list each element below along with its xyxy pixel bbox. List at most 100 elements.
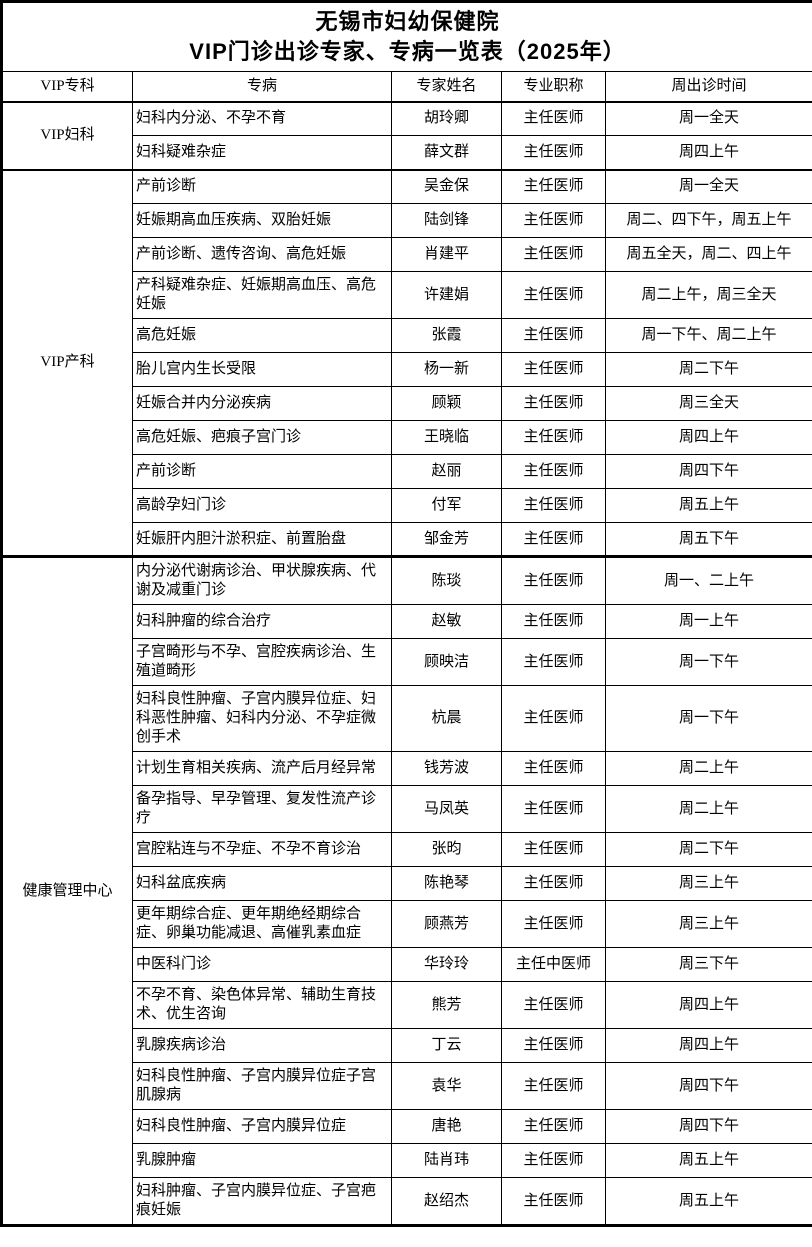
doctor-name-cell: 张昀: [391, 832, 502, 867]
doctor-name-cell: 华玲玲: [391, 947, 502, 982]
schedule-cell: 周三下午: [604, 947, 812, 982]
table-row: 更年期综合症、更年期绝经期综合症、卵巢功能减退、高催乳素血症 顾燕芳 主任医师 周三上…: [2, 900, 812, 948]
doctor-name-cell: 付军: [391, 488, 502, 523]
hospital-name: 无锡市妇幼保健院: [315, 9, 500, 34]
table-row: 妇科良性肿瘤、子宫内膜异位症子宫肌腺病 袁华 主任医师 周四下午: [2, 1062, 812, 1110]
schedule-cell: 周二上午: [604, 785, 812, 833]
job-title-cell: 主任医师: [501, 981, 606, 1029]
disease-cell: 备孕指导、早孕管理、复发性流产诊疗: [132, 785, 392, 833]
disease-cell: 更年期综合症、更年期绝经期综合症、卵巢功能减退、高催乳素血症: [132, 900, 392, 948]
disease-cell: 妇科肿瘤的综合治疗: [132, 604, 392, 639]
doctor-name-cell: 胡玲卿: [391, 101, 502, 136]
doctor-name-cell: 王晓临: [391, 420, 502, 455]
table-row: VIP妇科 妇科内分泌、不孕不育 胡玲卿 主任医师 周一全天: [1, 101, 812, 170]
doctor-name-cell: 杨一新: [391, 352, 502, 387]
job-title-cell: 主任医师: [501, 1109, 606, 1144]
job-title-cell: 主任医师: [501, 101, 606, 136]
table-row: 健康管理中心 内分泌代谢病诊治、甲状腺疾病、代谢及减重门诊 陈琰 主任医师 周一、二上午: [1, 555, 812, 1226]
job-title-cell: 主任医师: [501, 203, 606, 238]
disease-cell: 高危妊娠: [132, 318, 392, 353]
table-row: 胎儿宫内生长受限 杨一新 主任医师 周二下午: [2, 352, 812, 387]
table-row: 不孕不育、染色体异常、辅助生育技术、优生咨询 熊芳 主任医师 周四上午: [2, 981, 812, 1029]
doctor-name-cell: 顾颖: [391, 386, 502, 421]
doctor-name-cell: 邹金芳: [391, 522, 502, 557]
job-title-cell: 主任医师: [501, 237, 606, 272]
disease-cell: 乳腺疾病诊治: [132, 1028, 392, 1063]
doctor-name-cell: 陈琰: [391, 555, 502, 605]
job-title-cell: 主任医师: [501, 352, 606, 387]
doctor-name-cell: 丁云: [391, 1028, 502, 1063]
table-title: VIP门诊出诊专家、专病一览表（2025年）: [189, 39, 626, 64]
schedule-cell: 周四上午: [604, 420, 812, 455]
doctor-name-cell: 陆肖玮: [391, 1143, 502, 1178]
schedule-cell: 周一全天: [604, 168, 812, 204]
table-row: 产前诊断、遗传咨询、高危妊娠 肖建平 主任医师 周五全天，周二、四上午: [2, 237, 812, 272]
col-header-schedule: 周出诊时间: [604, 71, 812, 103]
disease-cell: 产前诊断、遗传咨询、高危妊娠: [132, 237, 392, 272]
disease-cell: 乳腺肿瘤: [132, 1143, 392, 1178]
table-row: 妇科肿瘤、子宫内膜异位症、子宫疤痕妊娠 赵绍杰 主任医师 周五上午: [2, 1177, 812, 1226]
table-body: VIP妇科 妇科内分泌、不孕不育 胡玲卿 主任医师 周一全天 妇科疑难杂症 薛文群 主任医师周…: [1, 101, 812, 1226]
disease-cell: 妇科肿瘤、子宫内膜异位症、子宫疤痕妊娠: [132, 1177, 392, 1226]
doctor-name-cell: 赵敏: [391, 604, 502, 639]
table-row: VIP产科 产前诊断 吴金保 主任医师 周一全天: [1, 168, 812, 557]
disease-cell: 妇科内分泌、不孕不育: [132, 101, 392, 136]
job-title-cell: 主任医师: [501, 420, 606, 455]
table-row: 备孕指导、早孕管理、复发性流产诊疗 马凤英 主任医师 周二上午: [2, 785, 812, 833]
table-row: 妊娠期高血压疾病、双胎妊娠 陆剑锋 主任医师 周二、四下午，周五上午: [2, 203, 812, 238]
schedule-cell: 周五下午: [604, 522, 812, 557]
disease-cell: 不孕不育、染色体异常、辅助生育技术、优生咨询: [132, 981, 392, 1029]
table-row: 乳腺肿瘤 陆肖玮 主任医师 周五上午: [2, 1143, 812, 1178]
document-title: 无锡市妇幼保健院 VIP门诊出诊专家、专病一览表（2025年）: [0, 1, 812, 72]
disease-cell: 妊娠肝内胆汁淤积症、前置胎盘: [132, 522, 392, 557]
col-header-vip-department: VIP专科: [1, 71, 133, 103]
title-row: 无锡市妇幼保健院 VIP门诊出诊专家、专病一览表（2025年）: [0, 1, 812, 72]
job-title-cell: 主任医师: [501, 271, 606, 319]
schedule-cell: 周四下午: [604, 1109, 812, 1144]
job-title-cell: 主任医师: [501, 866, 606, 901]
schedule-cell: 周一下午、周二上午: [604, 318, 812, 353]
doctor-name-cell: 肖建平: [391, 237, 502, 272]
disease-cell: 妊娠期高血压疾病、双胎妊娠: [132, 203, 392, 238]
col-header-disease: 专病: [132, 71, 392, 103]
table-row: 妊娠肝内胆汁淤积症、前置胎盘 邹金芳 主任医师 周五下午: [2, 522, 812, 557]
schedule-cell: 周一下午: [604, 685, 812, 752]
job-title-cell: 主任医师: [501, 168, 606, 204]
disease-cell: 子宫畸形与不孕、宫腔疾病诊治、生殖道畸形: [132, 638, 392, 686]
table-row: 高龄孕妇门诊 付军 主任医师 周五上午: [2, 488, 812, 523]
schedule-cell: 周四下午: [604, 1062, 812, 1110]
table-row: 中医科门诊 华玲玲 主任中医师 周三下午: [2, 947, 812, 982]
department-cell: VIP妇科: [1, 101, 133, 170]
disease-cell: 内分泌代谢病诊治、甲状腺疾病、代谢及减重门诊: [132, 555, 392, 605]
schedule-cell: 周一下午: [604, 638, 812, 686]
job-title-cell: 主任医师: [501, 1028, 606, 1063]
schedule-cell: 周五上午: [604, 1177, 812, 1226]
table-row: 乳腺疾病诊治 丁云 主任医师 周四上午: [2, 1028, 812, 1063]
schedule-cell: 周一全天: [604, 101, 812, 136]
job-title-cell: 主任医师: [501, 1177, 606, 1226]
disease-cell: 妇科盆底疾病: [132, 866, 392, 901]
schedule-cell: 周三上午: [604, 900, 812, 948]
schedule-cell: 周二、四下午，周五上午: [604, 203, 812, 238]
disease-cell: 产前诊断: [132, 454, 392, 489]
doctor-name-cell: 陈艳琴: [391, 866, 502, 901]
job-title-cell: 主任医师: [501, 1062, 606, 1110]
table-row: 妇科疑难杂症 薛文群 主任医师 周四上午: [2, 135, 812, 170]
doctor-name-cell: 许建娟: [391, 271, 502, 319]
schedule-cell: 周一上午: [604, 604, 812, 639]
disease-cell: 高危妊娠、疤痕子宫门诊: [132, 420, 392, 455]
job-title-cell: 主任医师: [501, 604, 606, 639]
table-row: 妇科肿瘤的综合治疗 赵敏 主任医师 周一上午: [2, 604, 812, 639]
schedule-cell: 周四上午: [604, 135, 812, 170]
schedule-cell: 周一、二上午: [604, 555, 812, 605]
schedule-cell: 周五全天，周二、四上午: [604, 237, 812, 272]
doctor-name-cell: 张霞: [391, 318, 502, 353]
disease-cell: 产前诊断: [132, 168, 392, 204]
department-cell: 健康管理中心: [1, 555, 133, 1226]
disease-cell: 高龄孕妇门诊: [132, 488, 392, 523]
doctor-name-cell: 薛文群: [391, 135, 502, 170]
col-header-job-title: 专业职称: [501, 71, 606, 103]
job-title-cell: 主任中医师: [501, 947, 606, 982]
header-row: VIP专科 专病 专家姓名 专业职称 周出诊时间: [1, 71, 812, 103]
